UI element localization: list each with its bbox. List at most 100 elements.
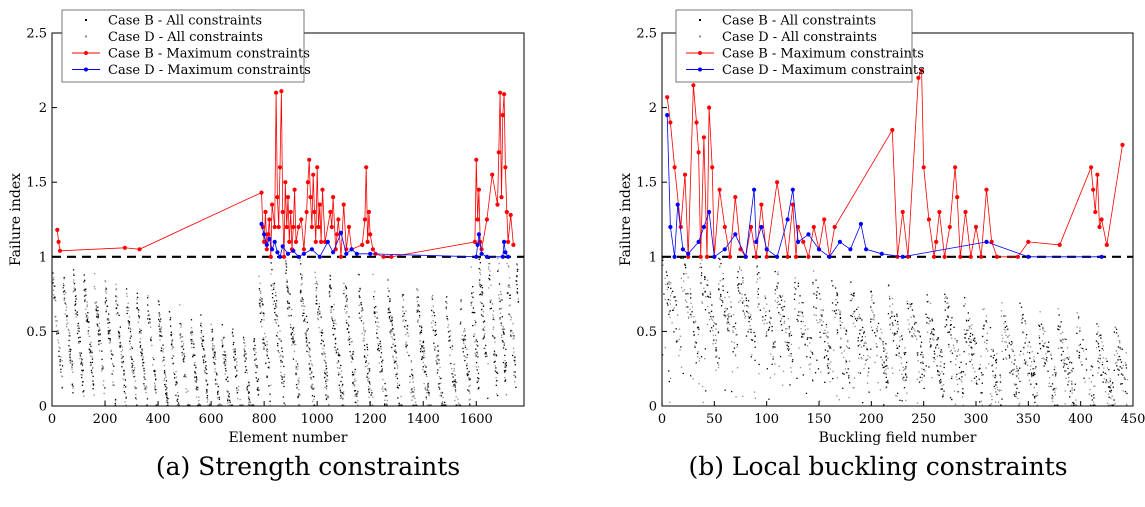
caseD-all-point (493, 337, 496, 339)
caseD-all-point (1005, 357, 1007, 359)
caseD-all-point (175, 376, 178, 378)
caseD-all-point (891, 322, 894, 324)
caseD-all-point (140, 331, 142, 333)
caseB-all-point (464, 329, 466, 332)
caseD-all-point (724, 296, 726, 299)
caseB-all-point (277, 342, 279, 345)
caseD-all-point (272, 283, 274, 285)
caseD-all-point (211, 328, 213, 331)
caseD-all-point (392, 328, 394, 330)
data-point (686, 254, 691, 259)
caseD-all-point (836, 313, 838, 315)
caseD-all-point (666, 302, 668, 304)
caseB-all-point (1015, 396, 1017, 398)
caseB-all-point (308, 346, 310, 348)
caseD-all-point (709, 296, 711, 298)
caseB-all-point (164, 385, 167, 388)
caseD-all-point (283, 365, 285, 368)
caseB-all-point (292, 330, 295, 332)
caseB-all-point (896, 354, 898, 356)
caseB-all-point (942, 396, 944, 398)
caseB-all-point (72, 387, 74, 389)
caseB-all-point (188, 404, 190, 406)
caseD-all-point (923, 368, 925, 371)
data-point (307, 157, 312, 162)
caseD-all-point (105, 311, 107, 313)
caseB-all-point (1043, 365, 1045, 367)
caseB-all-point (665, 271, 668, 273)
caseB-all-point (437, 350, 440, 352)
caseB-all-point (405, 310, 407, 312)
caseD-all-point (748, 312, 750, 314)
caseB-all-point (384, 404, 386, 406)
data-point (341, 202, 346, 207)
caseB-all-point (86, 320, 88, 322)
caseD-all-point (992, 370, 994, 372)
caseD-all-point (1097, 331, 1099, 333)
data-point (696, 150, 701, 155)
caseD-all-point (342, 392, 344, 395)
caseD-all-point (334, 337, 337, 340)
caseD-all-point (393, 362, 396, 364)
caseB-all-point (1019, 354, 1021, 356)
caseB-all-point (350, 341, 353, 343)
caseD-all-point (433, 342, 435, 344)
caseB-all-point (285, 269, 287, 271)
data-point (984, 239, 989, 244)
caseB-all-point (913, 315, 915, 317)
data-point (490, 172, 495, 177)
caseD-all-point (886, 352, 888, 354)
caseD-all-point (1092, 374, 1094, 377)
caseB-all-point (62, 282, 64, 285)
caseD-all-point (726, 308, 728, 310)
legend-marker (698, 67, 702, 72)
caseB-all-point (954, 350, 956, 352)
caseB-all-point (164, 373, 166, 375)
caseB-all-point (474, 352, 476, 354)
caseB-all-point (766, 322, 768, 325)
caseD-all-point (387, 312, 389, 314)
caseD-all-point (698, 383, 700, 385)
caseB-all-point (243, 354, 245, 356)
caseB-all-point (845, 333, 847, 335)
caseB-all-point (764, 297, 767, 299)
caseD-all-point (857, 345, 859, 347)
caseD-all-point (79, 356, 82, 358)
caseB-all-point (202, 348, 205, 350)
caseB-all-point (475, 355, 477, 357)
caseD-all-point (243, 342, 245, 344)
caseB-all-point (1119, 347, 1121, 349)
caseD-all-point (159, 327, 161, 330)
caseB-all-point (266, 344, 268, 346)
caseD-all-point (233, 359, 236, 361)
caseB-all-point (872, 318, 874, 320)
caseD-all-point (730, 306, 732, 308)
caseB-all-point (499, 317, 501, 319)
caseD-all-point (945, 319, 947, 321)
caseB-all-point (1065, 338, 1067, 341)
caseB-all-point (845, 330, 848, 332)
data-point (268, 254, 273, 259)
caseD-all-point (1061, 347, 1063, 349)
caseB-all-point (809, 363, 812, 365)
data-point (266, 232, 271, 237)
caseD-all-point (134, 375, 136, 377)
caseD-all-point (284, 404, 286, 406)
data-point (475, 242, 480, 247)
caseB-all-point (1000, 310, 1003, 312)
caseB-all-point (259, 305, 261, 307)
caseD-all-point (1001, 340, 1003, 342)
caseD-all-point (883, 347, 885, 349)
data-point (1026, 254, 1031, 259)
caseD-all-point (212, 349, 214, 352)
caseD-all-point (1099, 334, 1101, 336)
caseD-all-point (728, 323, 731, 325)
caseD-all-point (973, 353, 975, 355)
caseB-all-point (906, 376, 908, 378)
caseB-all-point (436, 354, 438, 356)
caseB-all-point (1107, 386, 1110, 388)
caseD-all-point (345, 288, 348, 290)
caseD-all-point (735, 334, 737, 336)
caseD-all-point (390, 329, 392, 331)
caseD-all-point (165, 376, 167, 378)
